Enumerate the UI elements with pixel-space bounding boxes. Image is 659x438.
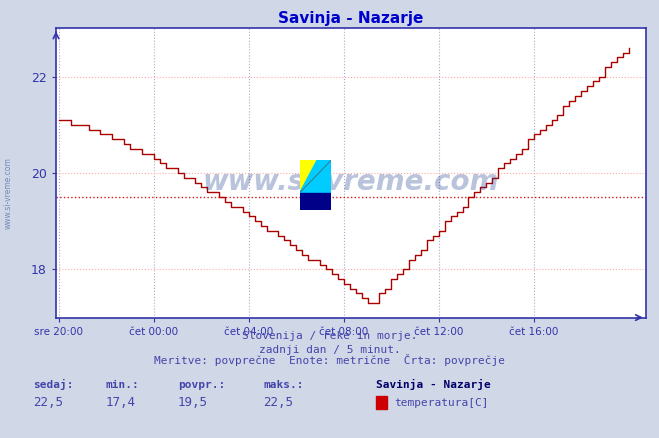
Text: zadnji dan / 5 minut.: zadnji dan / 5 minut. xyxy=(258,345,401,355)
Title: Savinja - Nazarje: Savinja - Nazarje xyxy=(278,11,424,26)
Text: www.si-vreme.com: www.si-vreme.com xyxy=(3,157,13,229)
Text: povpr.:: povpr.: xyxy=(178,380,225,390)
Polygon shape xyxy=(300,160,331,193)
Text: Meritve: povprečne  Enote: metrične  Črta: povprečje: Meritve: povprečne Enote: metrične Črta:… xyxy=(154,354,505,367)
Polygon shape xyxy=(300,160,317,193)
Text: min.:: min.: xyxy=(105,380,139,390)
Text: maks.:: maks.: xyxy=(264,380,304,390)
Text: Savinja - Nazarje: Savinja - Nazarje xyxy=(376,378,490,390)
Text: 22,5: 22,5 xyxy=(264,396,294,410)
Text: 17,4: 17,4 xyxy=(105,396,136,410)
Polygon shape xyxy=(300,193,331,210)
Text: www.si-vreme.com: www.si-vreme.com xyxy=(203,168,499,196)
Text: sedaj:: sedaj: xyxy=(33,378,73,390)
Text: Slovenija / reke in morje.: Slovenija / reke in morje. xyxy=(242,332,417,342)
Text: 22,5: 22,5 xyxy=(33,396,63,410)
Text: 19,5: 19,5 xyxy=(178,396,208,410)
Text: temperatura[C]: temperatura[C] xyxy=(394,399,488,409)
